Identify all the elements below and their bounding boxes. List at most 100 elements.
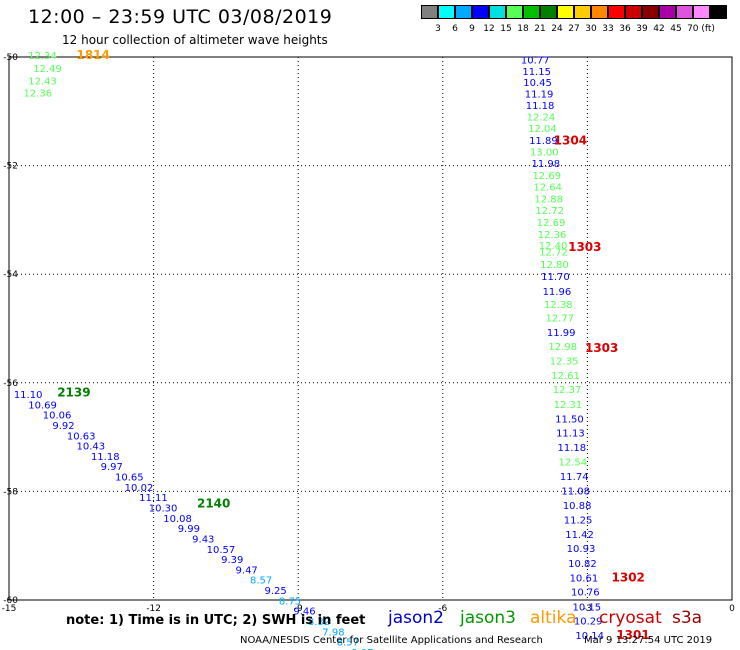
wave-height-label: 11.25	[564, 515, 593, 526]
scale-label: 3	[435, 24, 441, 34]
wave-height-label: 8.57	[250, 576, 272, 587]
scale-swatch	[693, 5, 710, 19]
wave-height-label: 10.06	[43, 411, 72, 422]
page-subtitle: 12 hour collection of altimeter wave hei…	[62, 33, 328, 47]
wave-height-label: 8.75	[279, 596, 301, 607]
y-tick-label: -56	[3, 379, 18, 389]
scale-swatch	[472, 5, 489, 19]
wave-height-label: 9.46	[293, 607, 315, 618]
scale-label: 45	[670, 24, 682, 34]
wave-height-label: 9.92	[52, 421, 74, 432]
map-frame	[8, 56, 733, 601]
wave-height-label: 11.18	[558, 443, 587, 454]
wave-height-label: 12.88	[534, 195, 563, 206]
wave-height-label: 9.25	[264, 586, 286, 597]
wave-height-label: 10.61	[570, 574, 599, 585]
wave-height-label: 11.98	[531, 159, 560, 170]
wave-height-label: 12.72	[535, 206, 564, 217]
wave-height-label: 10.30	[149, 503, 178, 514]
wave-height-label: 12.36	[538, 230, 567, 241]
wave-height-label: 10.65	[115, 473, 144, 484]
scale-swatch	[557, 5, 574, 19]
scale-swatch	[710, 5, 727, 19]
wave-height-label: 9.39	[221, 555, 243, 566]
scale-swatch	[438, 5, 455, 19]
wave-height-label: 12.72	[539, 248, 568, 259]
pass-time-label: 1303	[568, 240, 601, 254]
wave-height-label: 10.88	[563, 501, 592, 512]
wave-height-label: 12.40	[539, 241, 568, 252]
legend-altika: altika	[530, 608, 577, 628]
scale-swatch	[574, 5, 591, 19]
wave-height-label: 8.07	[351, 648, 373, 650]
wave-height-label: 10.77	[521, 56, 550, 67]
wave-height-label: 11.08	[561, 487, 590, 498]
wave-height-label: 11.18	[526, 101, 555, 112]
y-tick-label: -58	[3, 487, 18, 497]
wave-height-label: 10.63	[67, 431, 96, 442]
x-tick-label: -6	[438, 604, 447, 614]
wave-height-label: 10.43	[76, 442, 105, 453]
scale-swatch	[642, 5, 659, 19]
credit-text: NOAA/NESDIS Center for Satellite Applica…	[240, 635, 543, 646]
x-tick-label: -9	[294, 604, 303, 614]
scale-swatch	[591, 5, 608, 19]
wave-height-label: 10.57	[207, 545, 236, 556]
pass-time-label: 1304	[554, 133, 587, 147]
scale-swatch	[523, 5, 540, 19]
legend-cryosat: cryosat	[599, 608, 662, 628]
wave-height-label: 8.57	[337, 638, 359, 649]
scale-swatch	[659, 5, 676, 19]
scale-swatch	[455, 5, 472, 19]
wave-height-label: 10.69	[28, 400, 57, 411]
wave-height-label: 11.89	[529, 136, 558, 147]
wave-height-label: 9.97	[101, 462, 123, 473]
wave-height-label: 10.76	[571, 588, 600, 599]
y-tick-label: -52	[3, 162, 18, 172]
wave-height-label: 10.14	[575, 631, 604, 642]
wave-height-label: 12.69	[532, 171, 561, 182]
wave-height-label: 11.50	[555, 414, 584, 425]
scale-swatch	[540, 5, 557, 19]
wave-height-label: 11.10	[14, 390, 43, 401]
wave-height-label: 7.98	[322, 627, 344, 638]
scale-swatch	[506, 5, 523, 19]
scale-label: 30	[585, 24, 597, 34]
wave-height-label: 12.38	[544, 300, 573, 311]
wave-height-label: 12.54	[558, 457, 587, 468]
wave-height-label: 12.36	[23, 89, 52, 100]
wave-height-label: 12.43	[28, 77, 57, 88]
page-title: 12:00 – 23:59 UTC 03/08/2019	[28, 6, 333, 28]
legend-jason3: jason3	[460, 608, 516, 628]
scale-swatch	[625, 5, 642, 19]
wave-height-label: 11.96	[543, 287, 572, 298]
wave-height-label: 11.11	[139, 493, 168, 504]
scale-label: 9	[469, 24, 475, 34]
pass-time-label: 1814	[76, 48, 109, 62]
x-tick-label: -15	[2, 604, 17, 614]
wave-height-label: 13.00	[530, 147, 559, 158]
scale-label: 36	[619, 24, 631, 34]
wave-height-label: 11.18	[91, 452, 120, 463]
wave-height-label: 10.15	[572, 602, 601, 613]
wave-height-label: 8.32	[308, 617, 330, 628]
wave-height-label: 9.47	[236, 565, 258, 576]
y-tick-label: -54	[3, 270, 18, 280]
legend-jason2: jason2	[388, 608, 444, 628]
scale-swatch	[421, 5, 438, 19]
generated-timestamp: Mar 9 13:27:54 UTC 2019	[584, 635, 713, 646]
scale-label: 33	[602, 24, 614, 34]
wave-height-label: 11.42	[565, 530, 594, 541]
scale-label: 42	[653, 24, 665, 34]
pass-time-label: 1303	[585, 341, 618, 355]
wave-height-label: 10.82	[568, 559, 597, 570]
y-tick-label: -50	[3, 53, 18, 63]
wave-height-label: 9.99	[178, 524, 200, 535]
x-tick-label: -3	[583, 604, 592, 614]
wave-height-label: 12.77	[545, 313, 574, 324]
wave-height-label: 12.24	[527, 113, 556, 124]
wave-height-label: 12.31	[554, 400, 583, 411]
legend-s3a: s3a	[672, 608, 703, 628]
wave-height-label: 12.49	[33, 64, 62, 75]
wave-height-label: 12.61	[551, 371, 580, 382]
